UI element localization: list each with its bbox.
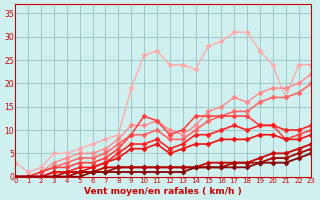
X-axis label: Vent moyen/en rafales ( km/h ): Vent moyen/en rafales ( km/h ) (84, 187, 242, 196)
